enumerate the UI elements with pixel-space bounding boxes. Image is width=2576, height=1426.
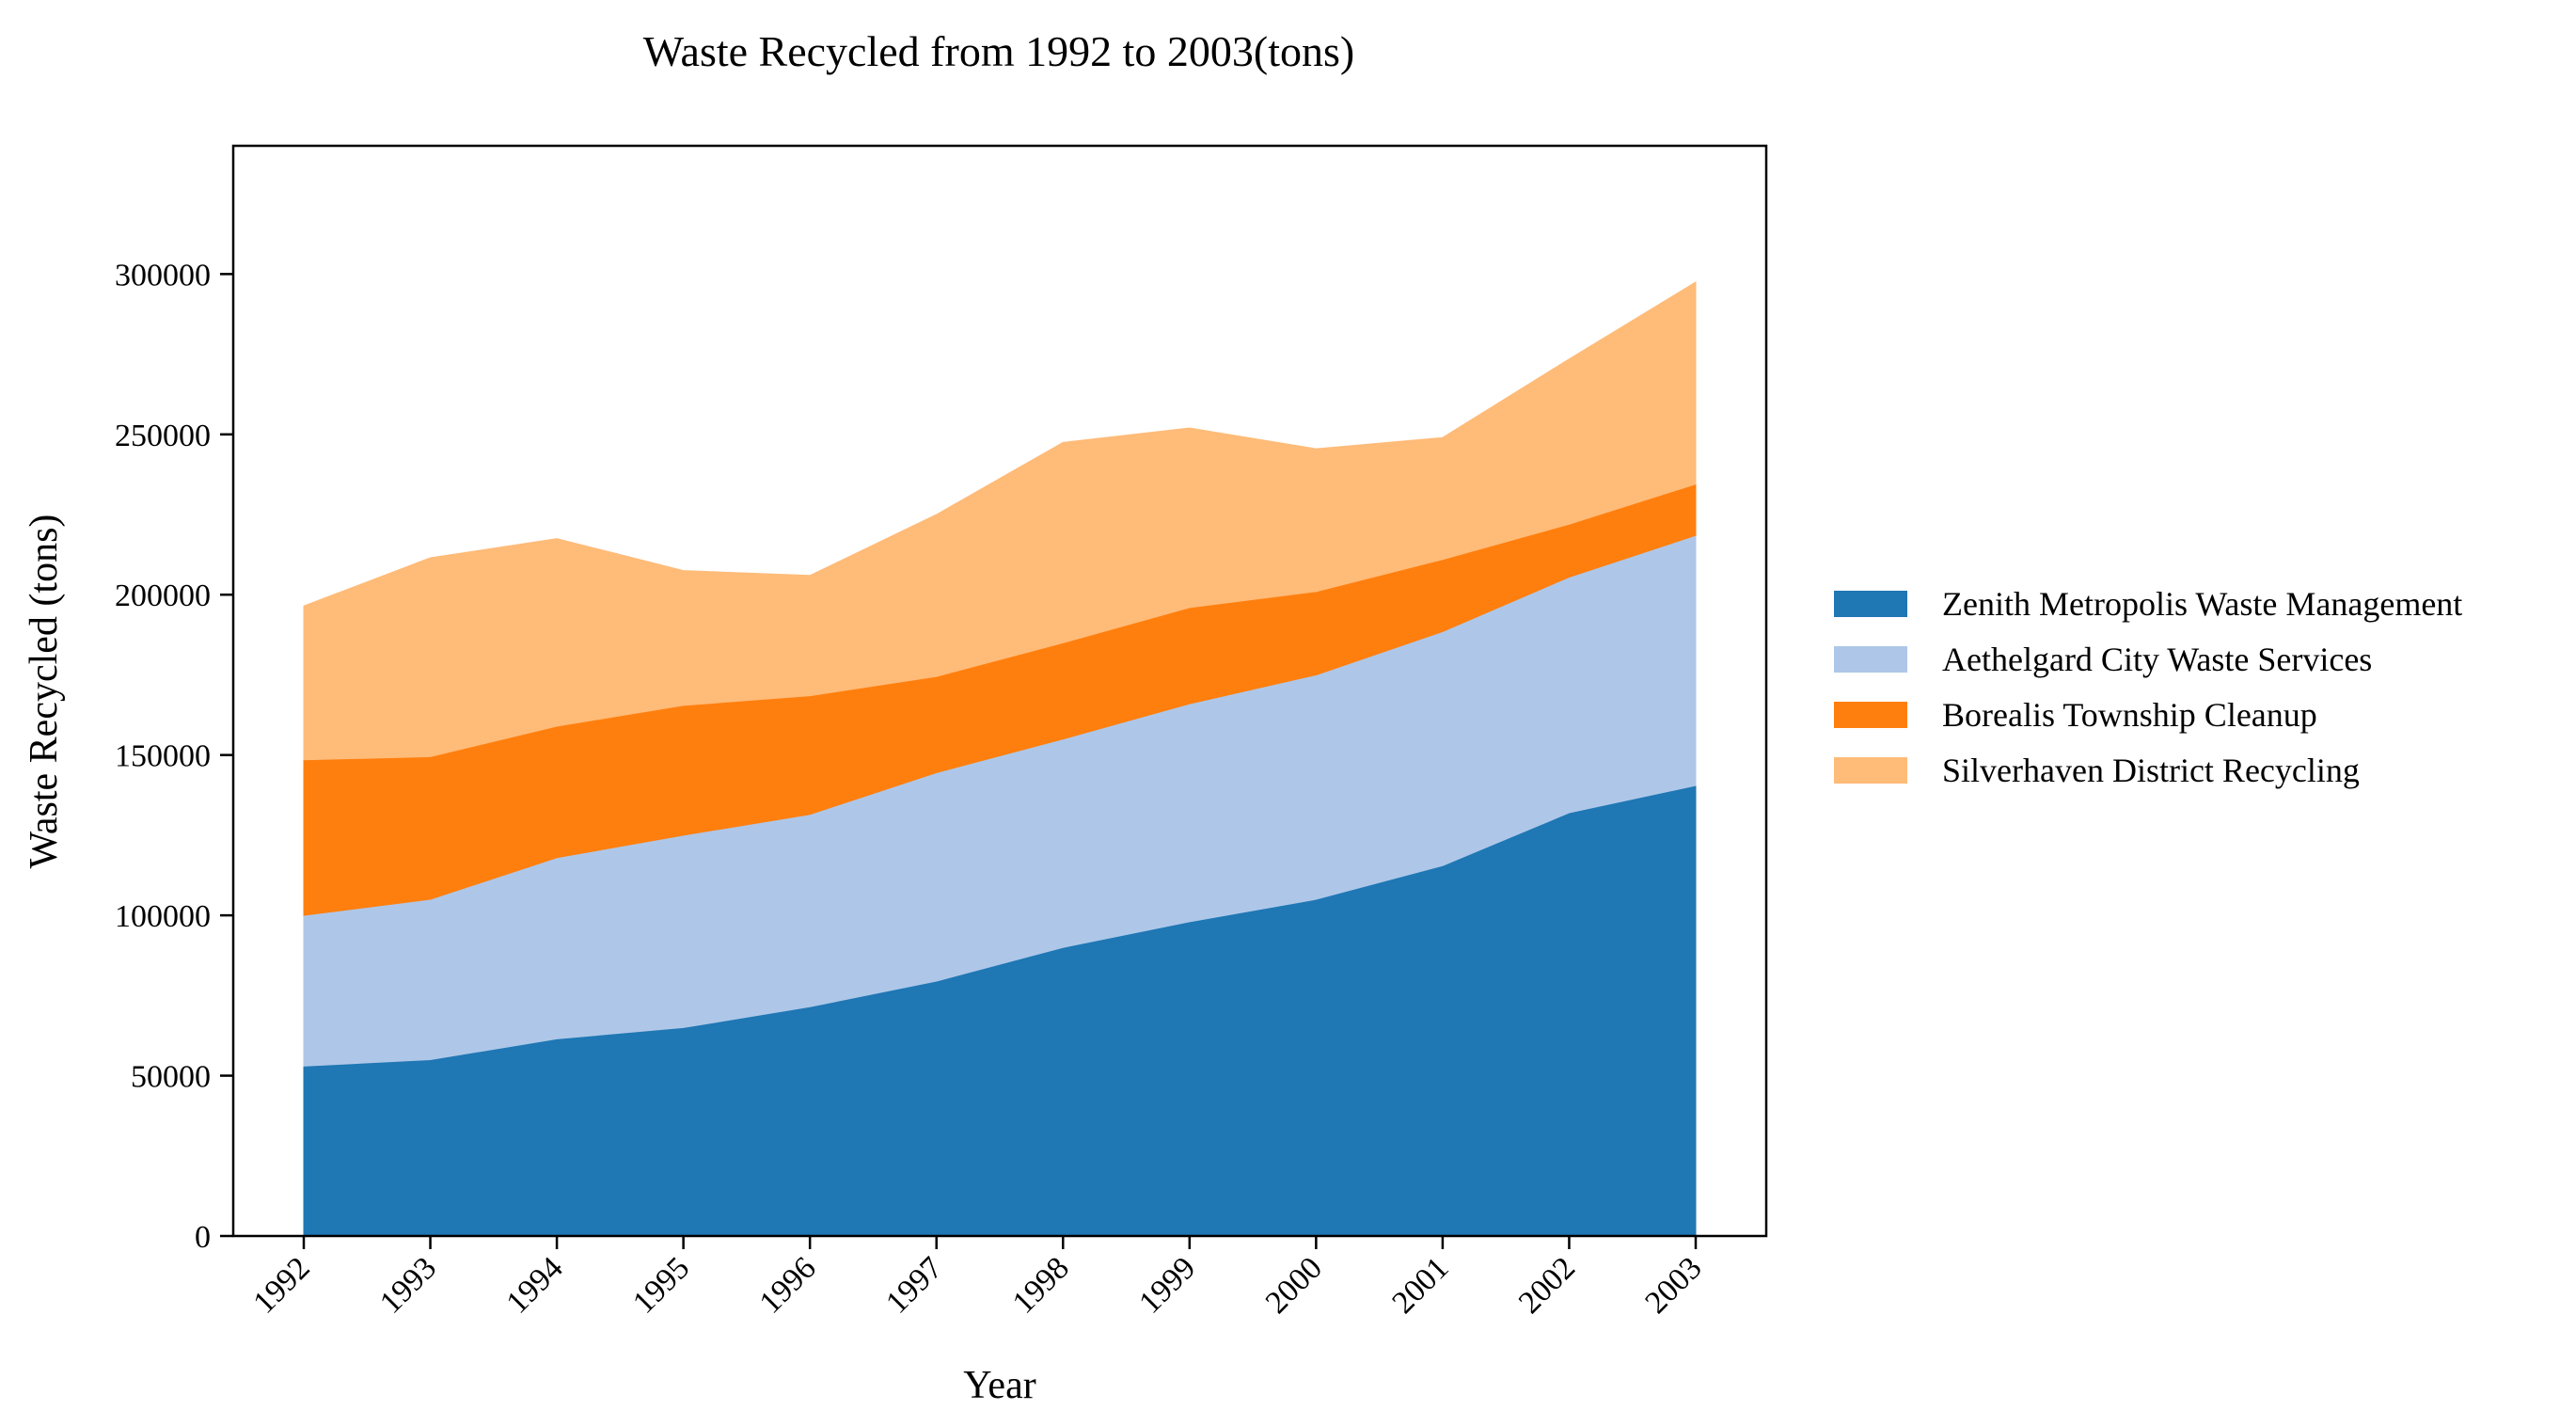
legend-label-3: Borealis Township Cleanup bbox=[1942, 696, 2317, 734]
x-tick-label: 1996 bbox=[753, 1250, 823, 1320]
plot-frame bbox=[231, 144, 1768, 1238]
y-tick-label: 300000 bbox=[115, 258, 211, 293]
x-tick-label: 1997 bbox=[879, 1250, 949, 1320]
legend: Zenith Metropolis Waste Management Aethel… bbox=[1834, 585, 2462, 789]
x-tick-label: 1993 bbox=[373, 1250, 443, 1320]
y-tick-label: 200000 bbox=[115, 578, 211, 613]
x-tick-label: 2001 bbox=[1385, 1250, 1455, 1320]
x-axis: 1992 1993 1994 1995 1996 1997 1998 1999 2000 2001… bbox=[246, 1236, 1709, 1321]
chart-title: Waste Recycled from 1992 to 2003(tons) bbox=[643, 27, 1354, 75]
x-tick-label: 1995 bbox=[626, 1250, 696, 1320]
legend-swatch-4 bbox=[1834, 757, 1907, 784]
y-tick-label: 150000 bbox=[115, 739, 211, 774]
x-tick-label: 1999 bbox=[1132, 1250, 1202, 1320]
legend-label-4: Silverhaven District Recycling bbox=[1942, 752, 2360, 789]
y-tick-label: 250000 bbox=[115, 419, 211, 453]
legend-swatch-3 bbox=[1834, 702, 1907, 728]
area-series-4 bbox=[303, 280, 1697, 761]
x-tick-label: 2002 bbox=[1512, 1250, 1582, 1320]
y-tick-label: 0 bbox=[195, 1220, 211, 1255]
legend-swatch-1 bbox=[1834, 591, 1907, 617]
x-tick-label: 2000 bbox=[1259, 1250, 1329, 1320]
legend-label-2: Aethelgard City Waste Services bbox=[1942, 641, 2372, 678]
x-tick-label: 2003 bbox=[1638, 1250, 1708, 1320]
legend-label-1: Zenith Metropolis Waste Management bbox=[1942, 585, 2462, 623]
area-layers bbox=[303, 280, 1697, 1237]
x-tick-label: 1992 bbox=[246, 1250, 316, 1320]
y-axis-label: Waste Recycled (tons) bbox=[23, 515, 66, 869]
x-tick-label: 1998 bbox=[1006, 1250, 1076, 1320]
legend-swatch-2 bbox=[1834, 646, 1907, 673]
x-axis-label: Year bbox=[963, 1364, 1035, 1407]
y-tick-label: 100000 bbox=[115, 899, 211, 934]
x-tick-label: 1994 bbox=[500, 1250, 570, 1320]
y-tick-label: 50000 bbox=[131, 1060, 211, 1095]
y-axis: 0 50000 100000 150000 200000 250000 300000 bbox=[115, 258, 233, 1255]
